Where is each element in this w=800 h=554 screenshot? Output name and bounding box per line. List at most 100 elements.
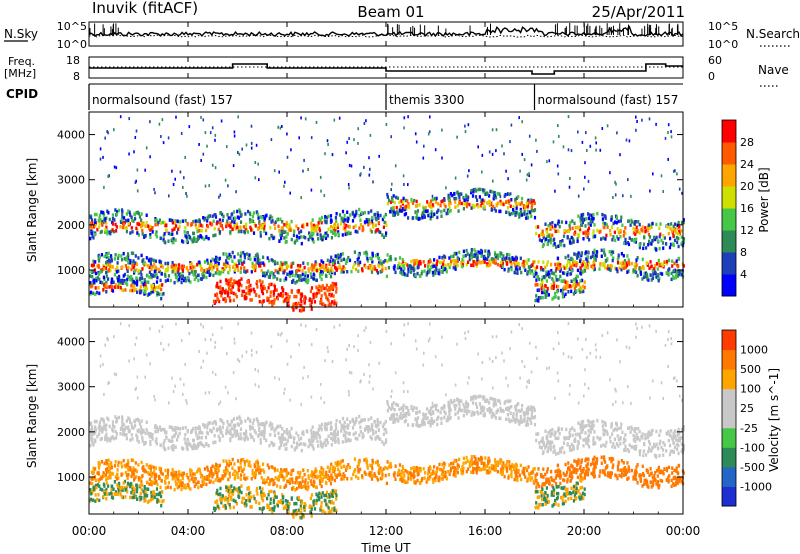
power-cell bbox=[442, 258, 446, 262]
velocity-cell bbox=[610, 425, 613, 429]
power-cell bbox=[324, 273, 328, 278]
power-cell bbox=[168, 194, 170, 198]
power-cell bbox=[147, 264, 150, 268]
power-cell bbox=[422, 260, 425, 264]
power-cell bbox=[107, 277, 110, 281]
power-cell bbox=[280, 233, 283, 237]
power-cell bbox=[102, 213, 106, 217]
velocity-cell bbox=[271, 441, 274, 446]
power-cell bbox=[235, 190, 237, 194]
velocity-cell bbox=[359, 425, 362, 429]
power-cell bbox=[232, 164, 235, 168]
power-cell bbox=[324, 215, 327, 219]
power-cell bbox=[185, 192, 187, 195]
power-cell bbox=[135, 211, 138, 215]
velocity-cell bbox=[413, 405, 416, 410]
power-cell bbox=[368, 173, 371, 177]
power-cell bbox=[294, 274, 297, 278]
power-cell bbox=[213, 213, 216, 217]
power-cell bbox=[333, 118, 336, 122]
velocity-cell bbox=[104, 424, 107, 428]
velocity-cell bbox=[423, 421, 426, 425]
power-cell bbox=[222, 252, 225, 256]
power-cell bbox=[238, 282, 241, 286]
power-cell bbox=[540, 239, 543, 243]
velocity-cell bbox=[405, 411, 408, 416]
power-cell bbox=[342, 217, 345, 221]
power-cell bbox=[115, 285, 118, 289]
velocity-cell bbox=[263, 423, 266, 428]
power-cell bbox=[323, 234, 326, 238]
power-cell bbox=[579, 259, 582, 263]
velocity-cell bbox=[549, 447, 552, 452]
power-cell bbox=[221, 269, 224, 273]
power-cell bbox=[478, 260, 481, 265]
velocity-cell bbox=[311, 434, 314, 438]
power-cell bbox=[149, 262, 152, 266]
velocity-cell bbox=[226, 426, 229, 430]
velocity-cell bbox=[493, 414, 496, 418]
power-cell bbox=[335, 290, 338, 294]
power-cell bbox=[434, 271, 437, 276]
power-cell bbox=[585, 257, 588, 261]
power-cell bbox=[460, 201, 463, 206]
velocity-cell bbox=[441, 406, 444, 410]
power-cell bbox=[138, 269, 141, 273]
velocity-cell bbox=[644, 433, 647, 437]
power-cell bbox=[232, 210, 236, 214]
velocity-cell bbox=[185, 446, 188, 450]
power-cell bbox=[139, 276, 142, 281]
velocity-cell bbox=[203, 444, 206, 448]
power-cell bbox=[298, 277, 301, 281]
power-cell bbox=[674, 169, 676, 173]
power-cell bbox=[560, 279, 563, 283]
power-cell bbox=[549, 233, 552, 238]
power-cell bbox=[591, 216, 594, 221]
power-cell bbox=[105, 221, 108, 225]
power-cell bbox=[303, 298, 306, 302]
power-cell bbox=[415, 212, 419, 217]
power-cell bbox=[141, 232, 144, 236]
power-cell bbox=[133, 150, 135, 154]
power-cell bbox=[636, 256, 639, 260]
velocity-cell bbox=[330, 426, 333, 430]
power-cell bbox=[659, 232, 662, 237]
power-cell bbox=[240, 229, 243, 234]
velocity-cell bbox=[193, 472, 197, 476]
power-cell bbox=[630, 220, 633, 224]
power-cell bbox=[281, 286, 284, 290]
power-cell bbox=[335, 219, 338, 224]
power-cell bbox=[375, 269, 379, 273]
power-cell bbox=[332, 294, 335, 298]
power-cell bbox=[126, 274, 130, 279]
power-cell bbox=[373, 265, 376, 269]
velocity-cell bbox=[567, 436, 570, 441]
power-cell bbox=[449, 192, 452, 196]
power-cell bbox=[549, 237, 552, 242]
power-cell bbox=[337, 256, 340, 260]
power-cell bbox=[581, 263, 584, 268]
power-cell bbox=[229, 221, 232, 225]
power-cell bbox=[288, 274, 291, 278]
power-cell bbox=[276, 218, 279, 222]
power-cell bbox=[624, 226, 627, 230]
power-cell bbox=[110, 280, 113, 285]
velocity-cell bbox=[592, 442, 595, 446]
power-cell bbox=[512, 205, 515, 209]
power-cell bbox=[376, 271, 379, 275]
velocity-cell bbox=[492, 411, 495, 416]
power-cell bbox=[417, 261, 420, 265]
power-cell bbox=[114, 222, 117, 227]
power-cell bbox=[200, 268, 203, 272]
velocity-cell bbox=[231, 426, 234, 431]
power-cell bbox=[467, 195, 470, 199]
power-cell bbox=[576, 237, 579, 241]
power-cell bbox=[649, 260, 652, 264]
power-cell bbox=[431, 197, 434, 202]
power-cell bbox=[379, 259, 382, 263]
velocity-cell bbox=[93, 427, 97, 431]
power-cell bbox=[123, 216, 126, 220]
power-cell bbox=[409, 270, 413, 274]
power-cell bbox=[273, 298, 276, 302]
velocity-cell bbox=[361, 435, 364, 440]
